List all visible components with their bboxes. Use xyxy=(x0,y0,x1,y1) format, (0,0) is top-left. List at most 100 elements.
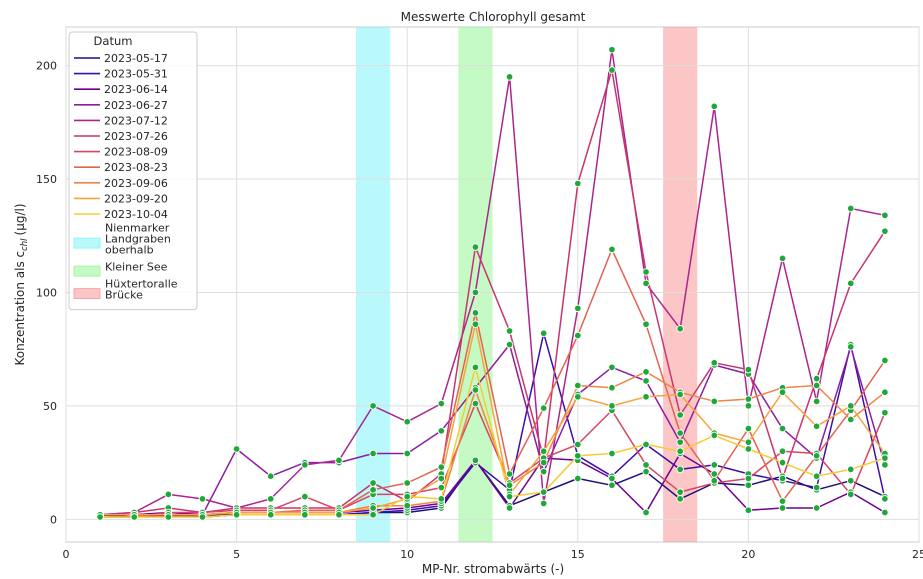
data-point-2023-09-20-9 xyxy=(369,504,377,512)
data-point-2023-09-06-16 xyxy=(608,383,616,392)
data-point-2023-10-04-13 xyxy=(505,492,514,501)
data-point-2023-07-12-14 xyxy=(539,499,548,508)
data-point-2023-05-17-16 xyxy=(608,481,616,490)
legend-band-label-0-1: Landgraben xyxy=(105,233,171,246)
data-point-2023-09-20-18 xyxy=(676,390,684,399)
data-point-2023-07-26-15 xyxy=(574,179,582,188)
legend-title: Datum xyxy=(94,34,133,48)
data-point-2023-07-12-12 xyxy=(471,288,480,297)
data-point-2023-10-04-18 xyxy=(676,447,684,456)
data-point-2023-07-12-20 xyxy=(744,402,753,410)
data-point-2023-06-14-16 xyxy=(608,474,616,483)
data-point-2023-08-09-23 xyxy=(847,490,855,499)
legend-label-2023-09-20: 2023-09-20 xyxy=(104,192,168,205)
tick-labels: 0 5 10 15 20 25 0 50 100 150 200 xyxy=(36,60,923,561)
data-point-2023-07-26-23 xyxy=(847,279,855,288)
series-line-2023-09-20 xyxy=(100,323,886,516)
data-point-2023-10-04-5 xyxy=(232,511,241,519)
data-point-2023-07-26-9 xyxy=(369,479,377,487)
data-point-2023-10-04-1 xyxy=(96,513,104,521)
data-point-2023-06-27-24 xyxy=(881,461,889,469)
band-0 xyxy=(356,27,391,542)
y-tick-label-3: 150 xyxy=(36,173,57,186)
data-point-2023-06-27-21 xyxy=(778,424,787,433)
data-point-2023-10-04-2 xyxy=(130,513,138,521)
data-point-2023-05-31-14 xyxy=(539,329,548,338)
data-point-2023-09-06-20 xyxy=(744,395,753,403)
legend-band-label-0-2: oberhalb xyxy=(105,244,154,257)
data-point-2023-05-17-17 xyxy=(642,467,650,476)
legend-label-2023-10-04: 2023-10-04 xyxy=(104,208,168,221)
data-point-2023-06-27-13 xyxy=(505,340,514,349)
data-point-2023-08-09-21 xyxy=(778,447,787,456)
data-point-2023-10-04-9 xyxy=(369,511,377,519)
data-point-2023-08-23-12 xyxy=(471,309,480,317)
legend-label-2023-05-17: 2023-05-17 xyxy=(104,52,168,65)
data-point-2023-08-23-18 xyxy=(676,429,684,437)
data-point-2023-10-04-20 xyxy=(744,445,753,453)
data-point-2023-08-09-18 xyxy=(676,488,684,496)
data-point-2023-09-20-16 xyxy=(608,402,616,410)
data-markers xyxy=(96,45,889,521)
band-1 xyxy=(458,27,493,542)
data-point-2023-08-09-11 xyxy=(437,483,446,492)
legend-label-2023-09-06: 2023-09-06 xyxy=(104,177,168,190)
data-point-2023-08-09-7 xyxy=(301,492,309,501)
data-point-2023-08-23-22 xyxy=(812,452,821,460)
data-point-2023-10-04-10 xyxy=(403,492,411,501)
data-point-2023-09-06-17 xyxy=(642,368,650,376)
data-point-2023-07-12-9 xyxy=(369,402,377,410)
data-point-2023-07-12-8 xyxy=(335,456,343,465)
data-point-2023-09-20-22 xyxy=(812,422,821,431)
data-point-2023-08-23-17 xyxy=(642,320,650,328)
data-point-2023-06-27-9 xyxy=(369,449,377,458)
data-point-2023-10-04-7 xyxy=(301,511,309,519)
data-point-2023-09-06-23 xyxy=(847,415,855,424)
data-point-2023-10-04-4 xyxy=(198,513,207,521)
data-point-2023-07-12-21 xyxy=(778,254,787,263)
data-point-2023-08-09-17 xyxy=(642,461,650,469)
data-point-2023-07-26-18 xyxy=(676,411,684,419)
data-point-2023-06-14-17 xyxy=(642,508,650,517)
data-point-2023-10-04-22 xyxy=(812,472,821,480)
data-point-2023-10-04-23 xyxy=(847,465,855,474)
data-point-2023-07-12-19 xyxy=(710,102,719,111)
x-tick-label-0: 0 xyxy=(63,548,70,561)
data-point-2023-07-12-18 xyxy=(676,324,684,333)
data-point-2023-08-23-13 xyxy=(505,470,514,478)
data-point-2023-06-14-12 xyxy=(471,456,480,465)
data-point-2023-10-04-17 xyxy=(642,440,650,449)
series-line-2023-07-26 xyxy=(100,69,886,516)
legend-band-swatch-1 xyxy=(73,265,101,277)
data-point-2023-06-27-10 xyxy=(403,449,411,458)
data-point-2023-05-31-19 xyxy=(710,461,719,469)
data-point-2023-10-04-8 xyxy=(335,511,343,519)
data-point-2023-10-04-24 xyxy=(881,454,889,462)
data-point-2023-07-12-7 xyxy=(301,461,309,469)
data-point-2023-09-06-15 xyxy=(574,381,582,390)
legend-box xyxy=(68,31,198,311)
data-point-2023-09-20-17 xyxy=(642,393,650,401)
data-point-2023-08-23-20 xyxy=(744,424,753,433)
y-axis-label-unit: (µg/l) xyxy=(13,203,27,235)
data-point-2023-07-12-11 xyxy=(437,399,446,408)
data-point-2023-07-12-15 xyxy=(574,304,582,313)
data-point-2023-10-04-6 xyxy=(266,511,275,519)
data-point-2023-08-23-11 xyxy=(437,463,446,471)
data-point-2023-07-26-12 xyxy=(471,243,480,251)
data-point-2023-07-12-16 xyxy=(608,45,616,54)
data-point-2023-05-17-20 xyxy=(744,481,753,490)
data-point-2023-07-26-19 xyxy=(710,359,719,367)
series-line-2023-08-09 xyxy=(100,402,886,518)
legend-band-label-2-1: Brücke xyxy=(105,289,143,302)
data-point-2023-06-14-22 xyxy=(812,504,821,512)
legend-label-2023-08-09: 2023-08-09 xyxy=(104,146,168,159)
series-line-2023-07-12 xyxy=(100,48,886,516)
data-point-2023-07-12-3 xyxy=(164,490,173,499)
data-point-2023-08-23-24 xyxy=(881,356,889,365)
legend-band-label-2-0: Hüxtertoralle xyxy=(105,278,178,291)
data-point-2023-10-04-12 xyxy=(471,363,480,372)
data-point-2023-10-04-11 xyxy=(437,495,446,503)
data-point-2023-10-04-19 xyxy=(710,431,719,440)
